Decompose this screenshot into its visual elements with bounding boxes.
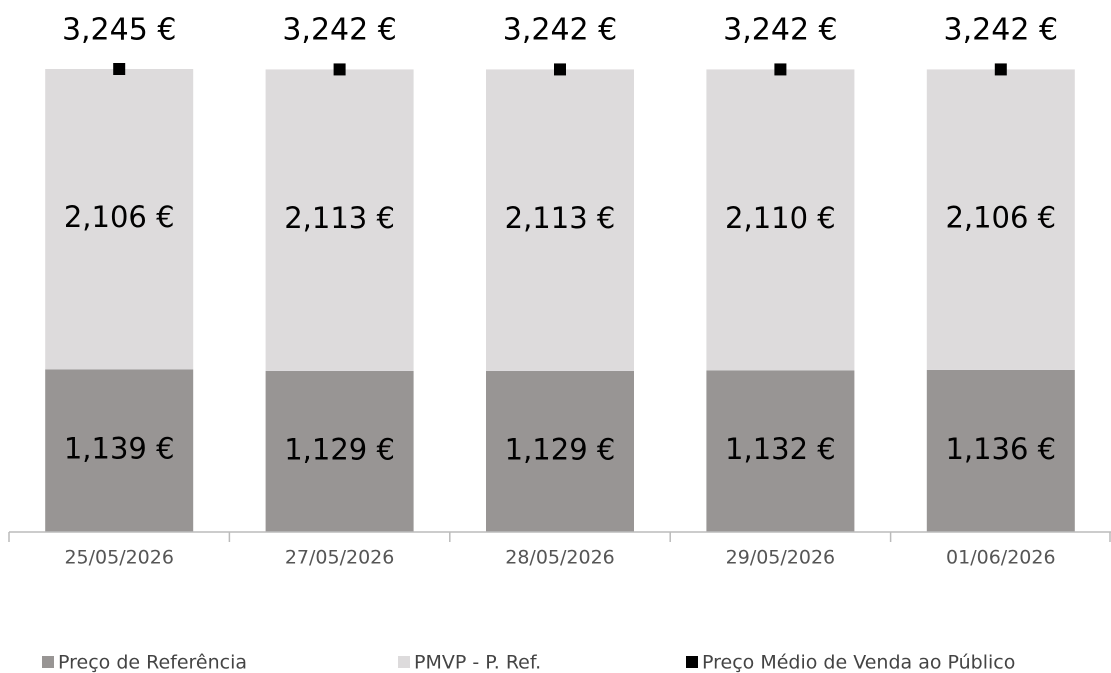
bar-segment	[486, 370, 634, 532]
marker	[994, 63, 1007, 76]
value-label: 2,106 €	[64, 200, 175, 234]
legend-swatch	[686, 656, 698, 668]
value-label: 1,129 €	[505, 432, 616, 466]
x-tick-label: 01/06/2026	[946, 547, 1056, 569]
total-label: 3,242 €	[723, 13, 838, 48]
bar-segment	[265, 69, 414, 371]
x-tick-label: 27/05/2026	[285, 547, 395, 569]
total-label: 3,242 €	[944, 13, 1059, 48]
legend-swatch	[42, 656, 54, 668]
marker	[774, 63, 787, 76]
total-label: 3,242 €	[282, 13, 397, 48]
bar-segment	[926, 369, 1075, 532]
value-label: 2,113 €	[284, 201, 395, 235]
bar-segment	[706, 370, 855, 532]
legend-label: Preço de Referência	[58, 652, 247, 673]
legend-label: Preço Médio de Venda ao Público	[702, 652, 1015, 673]
bar-segment	[926, 69, 1075, 370]
bar-segment	[486, 69, 634, 371]
bar-segment	[45, 69, 194, 370]
bar-segment	[265, 370, 414, 532]
value-label: 1,139 €	[64, 432, 175, 466]
x-tick-label: 29/05/2026	[726, 547, 836, 569]
total-label: 3,242 €	[503, 13, 618, 48]
value-label: 2,113 €	[505, 201, 616, 235]
value-label: 2,110 €	[725, 201, 836, 235]
marker	[113, 63, 126, 75]
marker	[333, 63, 346, 76]
x-tick-label: 25/05/2026	[64, 547, 174, 569]
bar-segment	[706, 69, 855, 371]
value-label: 1,132 €	[725, 432, 836, 466]
legend-swatch	[398, 656, 410, 668]
value-label: 2,106 €	[945, 201, 1056, 235]
x-tick-label: 28/05/2026	[505, 547, 615, 569]
marker	[554, 63, 566, 76]
value-label: 1,129 €	[284, 432, 395, 466]
value-label: 1,136 €	[945, 432, 1056, 466]
total-label: 3,245 €	[62, 13, 177, 48]
legend-label: PMVP - P. Ref.	[414, 652, 541, 673]
bar-segment	[45, 369, 194, 532]
